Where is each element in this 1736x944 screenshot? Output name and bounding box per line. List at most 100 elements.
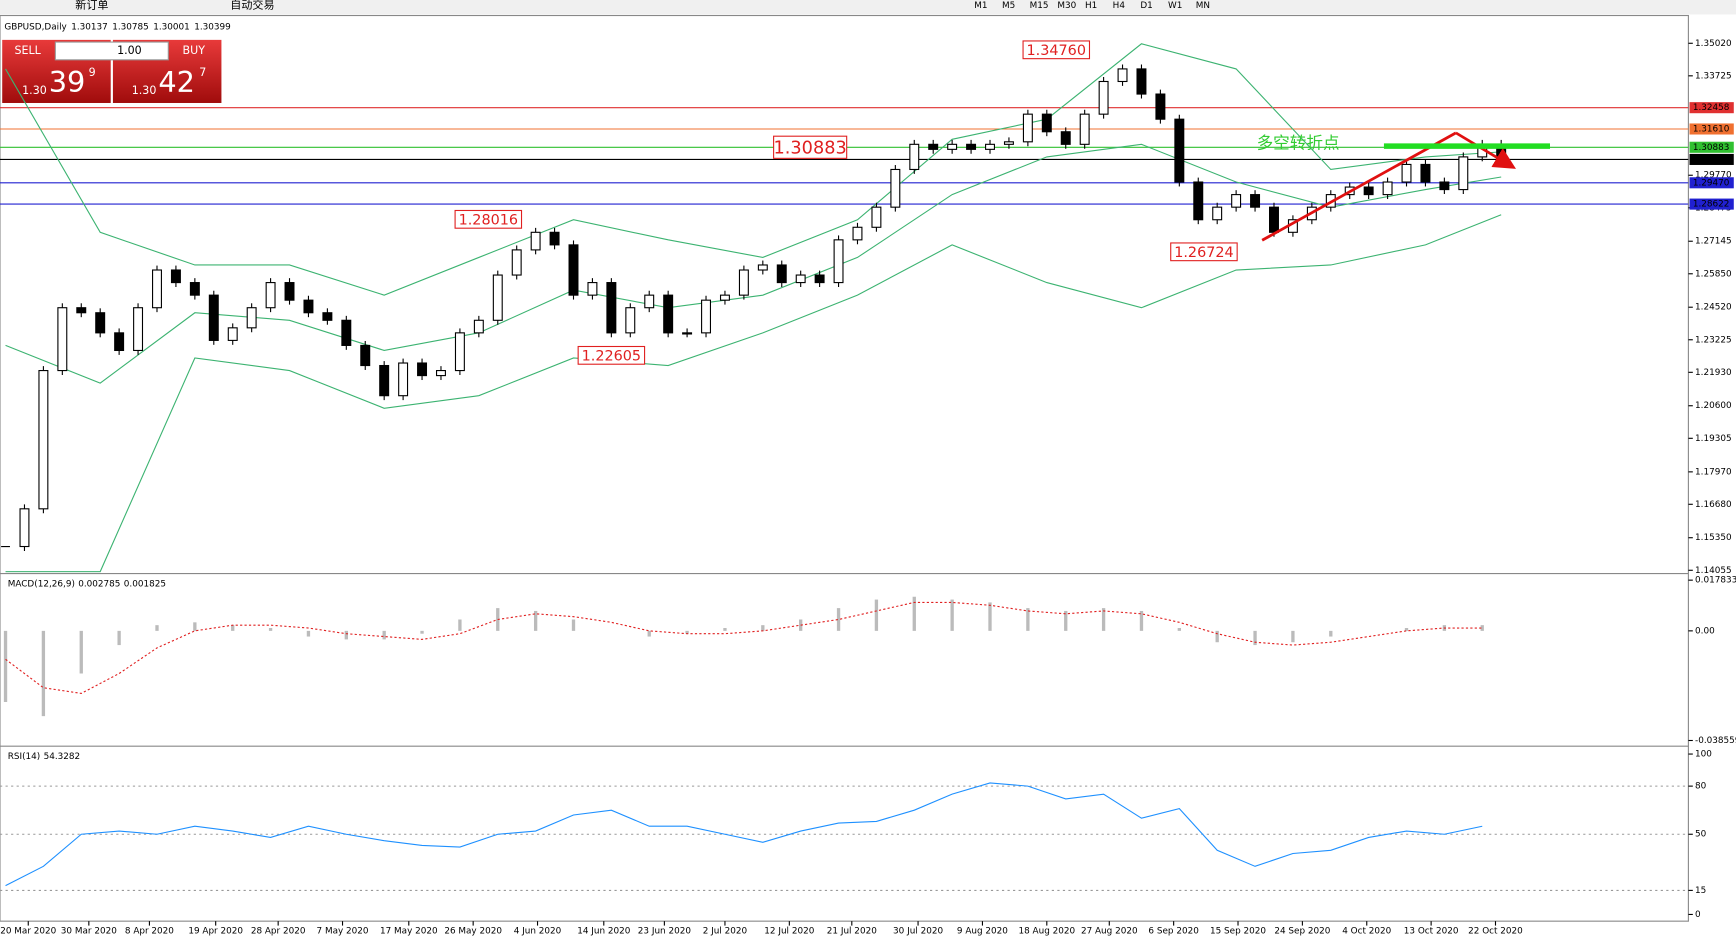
level-label: 1.30883 — [1693, 143, 1730, 153]
level-tag — [1689, 153, 1734, 165]
timeframe-button[interactable]: W1 — [1168, 1, 1182, 11]
header-value: 1.30001 — [153, 22, 190, 32]
candle — [1155, 93, 1166, 120]
y-tick-label: 50 — [1695, 830, 1707, 840]
x-tick-label: 15 Sep 2020 — [1210, 927, 1266, 937]
candle — [833, 239, 844, 284]
x-tick-label: 18 Aug 2020 — [1018, 927, 1075, 937]
candle — [435, 370, 446, 377]
candle — [1458, 156, 1469, 191]
timeframe-button[interactable]: M30 — [1057, 1, 1076, 11]
lots[interactable]: 1.00 — [117, 44, 142, 57]
auto-trading[interactable]: 自动交易 — [230, 0, 274, 12]
x-tick-label: 13 Oct 2020 — [1404, 927, 1459, 937]
candle — [189, 282, 200, 296]
chart-frame — [0, 14, 1689, 922]
candle — [852, 226, 863, 241]
candle — [1022, 113, 1033, 143]
candle — [966, 143, 977, 150]
y-tick-label: 1.21930 — [1695, 368, 1732, 378]
x-tick-label: 30 Mar 2020 — [61, 927, 117, 937]
y-tick-label: 1.16680 — [1695, 500, 1732, 510]
annotation-box — [1170, 242, 1238, 262]
annotation-box — [577, 345, 646, 365]
candle — [530, 231, 541, 251]
candle — [170, 269, 181, 284]
candle — [814, 274, 825, 284]
annotation-label: 1.28016 — [459, 212, 518, 228]
bid-big: 1.30 — [22, 84, 47, 97]
candle — [95, 312, 106, 334]
candle — [568, 244, 579, 296]
annotation-label: 1.22605 — [582, 348, 641, 364]
candle — [38, 370, 49, 510]
x-tick-label: 8 Apr 2020 — [125, 927, 174, 937]
y-tick-label: 1.17970 — [1695, 467, 1732, 477]
timeframe-button[interactable]: MN — [1196, 1, 1210, 11]
candle — [701, 299, 712, 334]
chart-title: GBPUSD,Daily 1.30137 1.30785 1.30001 1.30399 — [4, 22, 230, 32]
timeframe-button[interactable]: H1 — [1085, 1, 1097, 11]
x-tick-label: 17 May 2020 — [380, 927, 438, 937]
x-tick-label: 23 Jun 2020 — [638, 927, 692, 937]
x-tick-label: 26 May 2020 — [444, 927, 502, 937]
bollinger-upper — [5, 43, 1502, 296]
y-tick-label: 1.35020 — [1695, 39, 1732, 49]
header-value: 1.30399 — [194, 22, 231, 32]
x-tick-label: 27 Aug 2020 — [1081, 927, 1138, 937]
candle — [1174, 118, 1185, 183]
macd-header: MACD(12,26,9) — [8, 579, 75, 589]
timeframe-button[interactable]: D1 — [1140, 1, 1152, 11]
timeframe-button[interactable]: H4 — [1113, 1, 1126, 11]
pivot-note: 多空转折点 — [1257, 133, 1340, 152]
level-tag — [1689, 177, 1734, 189]
candle — [1231, 194, 1242, 208]
x-tick-label: 28 Apr 2020 — [251, 927, 306, 937]
annotation-box — [454, 209, 523, 229]
candle — [1098, 80, 1109, 115]
candle — [1401, 163, 1412, 183]
candle — [1420, 163, 1431, 183]
x-tick-label: 30 Jul 2020 — [893, 927, 943, 937]
y-tick-label: 1.33725 — [1695, 71, 1732, 81]
y-tick-label: 1.20600 — [1695, 401, 1732, 411]
x-tick-label: 22 Oct 2020 — [1468, 927, 1523, 937]
level-tag — [1689, 141, 1734, 153]
macd-header: 0.002785 — [78, 579, 120, 589]
buy-button[interactable]: BUY — [183, 44, 206, 57]
annotation-box — [1022, 40, 1091, 60]
y-tick-label: 15 — [1695, 886, 1706, 896]
sell-button[interactable]: SELL — [15, 44, 42, 57]
y-tick-label: 1.15350 — [1695, 533, 1732, 543]
candle — [795, 274, 806, 284]
x-tick-label: 9 Aug 2020 — [957, 927, 1008, 937]
y-tick-label: 1.14055 — [1695, 566, 1732, 576]
toolbar — [0, 0, 1736, 15]
candle — [152, 269, 162, 309]
new-order[interactable]: 新订单 — [75, 0, 108, 12]
x-tick-label: 4 Jun 2020 — [514, 927, 562, 937]
candle — [909, 143, 920, 171]
candle — [644, 294, 655, 309]
candle — [776, 264, 787, 284]
candle — [1079, 113, 1090, 145]
header-value: 1.30137 — [71, 22, 108, 32]
candle — [76, 307, 87, 314]
candle — [738, 269, 749, 296]
candle — [985, 143, 995, 150]
y-tick-label: 80 — [1695, 782, 1707, 792]
timeframe-button[interactable]: M15 — [1030, 1, 1049, 11]
candle — [379, 364, 390, 397]
annotation-label: 1.30883 — [774, 138, 847, 158]
candle — [625, 307, 636, 334]
candle — [1439, 181, 1450, 191]
y-tick-label: 0.017833 — [1695, 576, 1736, 586]
candle — [227, 327, 238, 341]
candle — [890, 168, 901, 208]
candle — [1136, 68, 1147, 95]
timeframe-button[interactable]: M1 — [974, 1, 987, 11]
y-tick-label: 1.19305 — [1695, 434, 1732, 444]
header-value: 1.30785 — [112, 22, 149, 32]
timeframe-button[interactable]: M5 — [1002, 1, 1015, 11]
